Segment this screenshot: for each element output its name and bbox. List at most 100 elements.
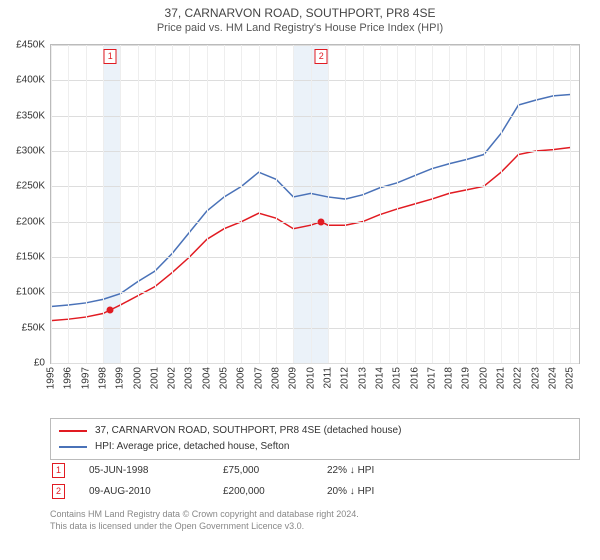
x-tick-label: 2000	[132, 367, 143, 389]
legend: 37, CARNARVON ROAD, SOUTHPORT, PR8 4SE (…	[50, 418, 580, 460]
x-tick-label: 2019	[461, 367, 472, 389]
sale-delta: 20% ↓ HPI	[327, 486, 417, 497]
x-tick-label: 2002	[167, 367, 178, 389]
series-svg	[51, 45, 579, 363]
sale-date: 09-AUG-2010	[89, 486, 199, 497]
x-tick-label: 2011	[322, 367, 333, 389]
gridline	[432, 45, 433, 363]
y-tick-label: £300K	[16, 146, 45, 157]
gridline	[68, 45, 69, 363]
sale-delta: 22% ↓ HPI	[327, 465, 417, 476]
gridline	[189, 45, 190, 363]
gridline	[51, 363, 579, 364]
x-tick-label: 2006	[236, 367, 247, 389]
plot-area: £0£50K£100K£150K£200K£250K£300K£350K£400…	[50, 44, 580, 364]
x-tick-label: 1999	[115, 367, 126, 389]
y-tick-label: £250K	[16, 181, 45, 192]
gridline	[172, 45, 173, 363]
gridline	[51, 257, 579, 258]
x-tick-label: 2020	[478, 367, 489, 389]
gridline	[363, 45, 364, 363]
gridline	[276, 45, 277, 363]
chart: £0£50K£100K£150K£200K£250K£300K£350K£400…	[50, 44, 580, 389]
gridline	[466, 45, 467, 363]
footer-line: Contains HM Land Registry data © Crown c…	[50, 508, 580, 520]
legend-label: 37, CARNARVON ROAD, SOUTHPORT, PR8 4SE (…	[95, 423, 401, 439]
legend-item: HPI: Average price, detached house, Seft…	[59, 439, 571, 455]
y-tick-label: £200K	[16, 216, 45, 227]
gridline	[155, 45, 156, 363]
x-tick-label: 2009	[288, 367, 299, 389]
gridline	[241, 45, 242, 363]
gridline	[51, 116, 579, 117]
x-tick-label: 2005	[219, 367, 230, 389]
x-tick-label: 2013	[357, 367, 368, 389]
x-tick-label: 2018	[444, 367, 455, 389]
y-tick-label: £450K	[16, 40, 45, 51]
y-tick-label: £50K	[22, 322, 45, 333]
sale-price: £75,000	[223, 465, 303, 476]
sale-marker-dot	[107, 307, 114, 314]
gridline	[51, 45, 52, 363]
gridline	[536, 45, 537, 363]
gridline	[415, 45, 416, 363]
y-tick-label: £150K	[16, 252, 45, 263]
gridline	[570, 45, 571, 363]
sale-marker-box: 1	[52, 463, 65, 478]
gridline	[518, 45, 519, 363]
gridline	[449, 45, 450, 363]
x-tick-label: 2004	[201, 367, 212, 389]
x-tick-label: 2024	[548, 367, 559, 389]
gridline	[259, 45, 260, 363]
legend-swatch	[59, 446, 87, 448]
x-tick-label: 2007	[253, 367, 264, 389]
gridline	[553, 45, 554, 363]
sale-marker-dot	[318, 218, 325, 225]
gridline	[380, 45, 381, 363]
gridline	[207, 45, 208, 363]
page-subtitle: Price paid vs. HM Land Registry's House …	[0, 22, 600, 34]
sale-marker-box: 2	[52, 484, 65, 499]
x-tick-label: 2016	[409, 367, 420, 389]
sales-table: 105-JUN-1998£75,00022% ↓ HPI209-AUG-2010…	[50, 460, 580, 502]
x-tick-label: 2012	[340, 367, 351, 389]
x-tick-label: 1996	[63, 367, 74, 389]
gridline	[345, 45, 346, 363]
gridline	[484, 45, 485, 363]
sale-row: 2 09-AUG-2010 £200,000 20% ↓ HPI	[50, 481, 580, 502]
gridline	[51, 45, 579, 46]
x-tick-label: 2022	[513, 367, 524, 389]
gridline	[51, 186, 579, 187]
x-tick-label: 2003	[184, 367, 195, 389]
gridline	[224, 45, 225, 363]
sale-marker-box: 2	[315, 49, 328, 64]
gridline	[51, 151, 579, 152]
footer-line: This data is licensed under the Open Gov…	[50, 520, 580, 532]
footer: Contains HM Land Registry data © Crown c…	[50, 508, 580, 532]
y-tick-label: £400K	[16, 75, 45, 86]
page-title: 37, CARNARVON ROAD, SOUTHPORT, PR8 4SE	[0, 6, 600, 20]
gridline	[51, 328, 579, 329]
legend-item: 37, CARNARVON ROAD, SOUTHPORT, PR8 4SE (…	[59, 423, 571, 439]
gridline	[397, 45, 398, 363]
sale-row: 105-JUN-1998£75,00022% ↓ HPI	[50, 460, 580, 481]
sale-marker-box: 1	[104, 49, 117, 64]
gridline	[138, 45, 139, 363]
gridline	[293, 45, 294, 363]
sale-price: £200,000	[223, 486, 303, 497]
y-tick-label: £350K	[16, 110, 45, 121]
x-tick-label: 2010	[305, 367, 316, 389]
legend-swatch	[59, 430, 87, 432]
x-tick-label: 2025	[565, 367, 576, 389]
x-tick-label: 1998	[97, 367, 108, 389]
legend-label: HPI: Average price, detached house, Seft…	[95, 439, 289, 455]
y-tick-label: £100K	[16, 287, 45, 298]
gridline	[51, 222, 579, 223]
x-tick-label: 1997	[80, 367, 91, 389]
x-tick-label: 2008	[271, 367, 282, 389]
x-tick-label: 2023	[530, 367, 541, 389]
x-tick-label: 2015	[392, 367, 403, 389]
x-tick-label: 2017	[426, 367, 437, 389]
x-tick-label: 2014	[374, 367, 385, 389]
gridline	[51, 292, 579, 293]
